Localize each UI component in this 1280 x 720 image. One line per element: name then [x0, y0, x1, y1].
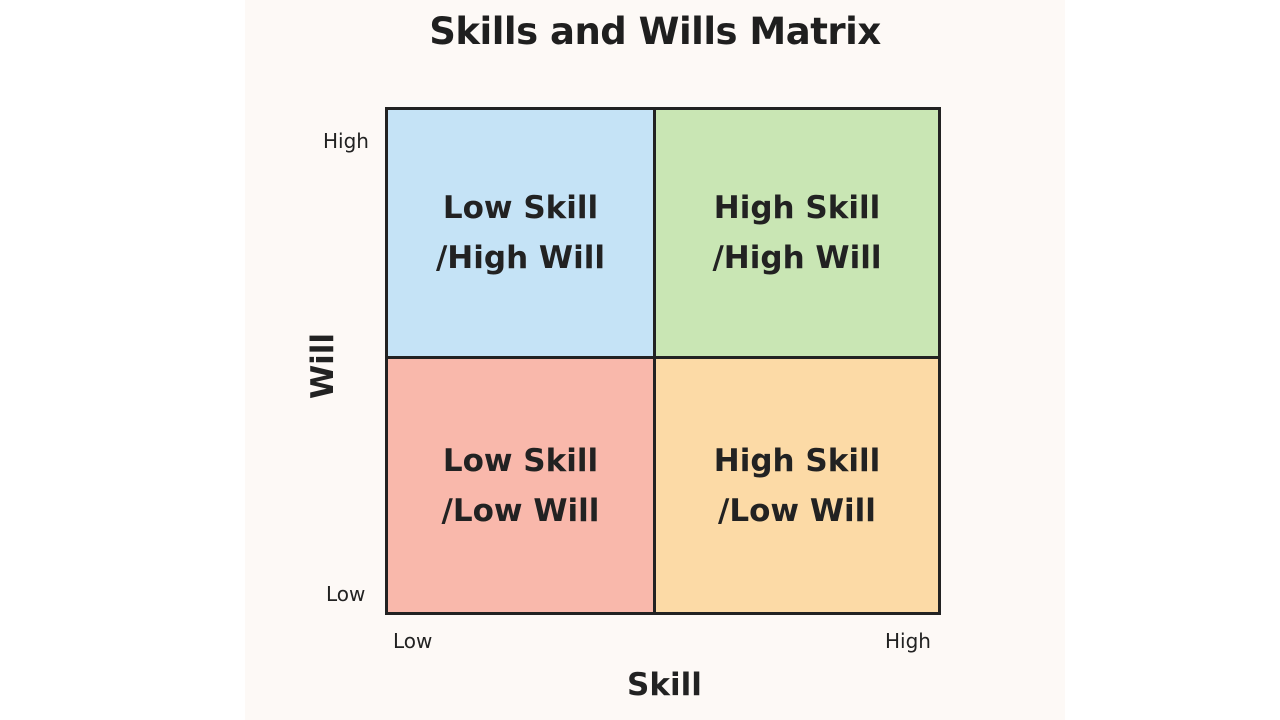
- quadrant-high-skill-low-will: High Skill/Low Will: [656, 359, 938, 612]
- matrix-grid: Low Skill/High Will High Skill/High Will…: [385, 107, 941, 615]
- quadrant-low-skill-low-will: Low Skill/Low Will: [388, 359, 656, 612]
- x-axis-label: Skill: [627, 667, 702, 703]
- quadrant-label-line2: /High Will: [712, 240, 882, 276]
- quadrant-label-line1: High Skill: [713, 190, 881, 226]
- quadrant-label-line1: Low Skill: [442, 190, 599, 226]
- quadrant-label-line1: High Skill: [713, 442, 881, 479]
- y-axis-low-label: Low: [326, 582, 366, 606]
- x-axis-low-label: Low: [393, 629, 433, 653]
- quadrant-label-line1: Low Skill: [442, 442, 599, 479]
- quadrant-low-skill-high-will: Low Skill/High Will: [388, 110, 656, 359]
- quadrant-label-line2: /Low Will: [718, 492, 876, 529]
- quadrant-label-line2: /Low Will: [441, 492, 600, 529]
- y-axis-high-label: High: [323, 129, 369, 153]
- quadrant-high-skill-high-will: High Skill/High Will: [656, 110, 938, 359]
- x-axis-high-label: High: [885, 629, 931, 653]
- diagram-title: Skills and Wills Matrix: [429, 10, 881, 53]
- quadrant-label-line2: /High Will: [435, 240, 606, 276]
- y-axis-label: Will: [305, 332, 342, 400]
